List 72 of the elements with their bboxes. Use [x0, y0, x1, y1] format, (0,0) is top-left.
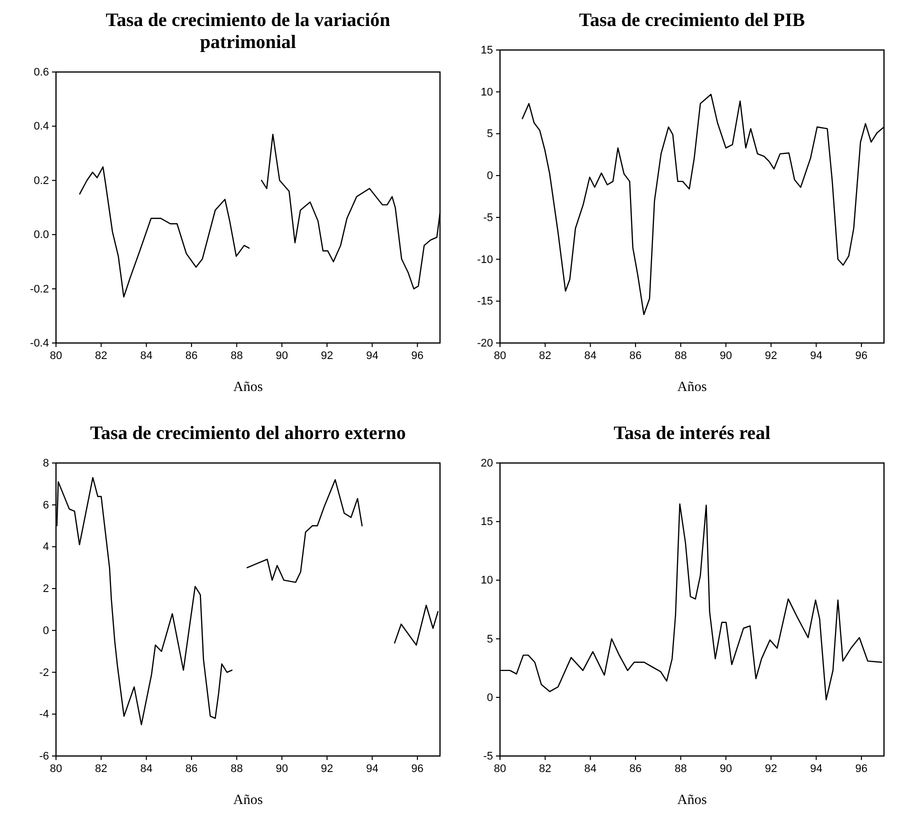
x-tick-label: 94 — [810, 763, 822, 775]
x-tick-label: 80 — [494, 350, 506, 362]
y-tick-label: 2 — [42, 583, 49, 596]
x-tick-label: 92 — [320, 763, 334, 775]
x-tick-label: 82 — [95, 350, 108, 362]
y-tick-label: 15 — [480, 44, 493, 57]
x-tick-label: 90 — [720, 350, 732, 362]
x-tick-label: 96 — [855, 763, 868, 775]
chart-title: Tasa de interés real — [614, 423, 770, 444]
x-tick-label: 90 — [276, 763, 288, 775]
y-tick-label: 0.2 — [34, 174, 49, 187]
y-tick-label: 5 — [486, 633, 493, 646]
x-tick-label: 84 — [140, 350, 152, 362]
x-tick-label: 82 — [539, 763, 552, 775]
x-tick-label: 88 — [230, 350, 243, 362]
y-tick-label: 0.6 — [34, 66, 49, 79]
x-axis-title: Años — [677, 380, 707, 395]
x-tick-label: 80 — [50, 350, 62, 362]
y-tick-label: 15 — [480, 516, 493, 528]
x-tick-label: 80 — [50, 763, 62, 775]
chart-title: Tasa de crecimiento del ahorro externo — [90, 423, 406, 444]
x-tick-label: 96 — [855, 350, 868, 362]
x-tick-label: 80 — [494, 763, 506, 775]
x-axis-title: Años — [233, 793, 263, 808]
x-tick-label: 86 — [185, 350, 198, 362]
x-tick-label: 92 — [764, 350, 778, 362]
y-tick-label: 0 — [486, 170, 493, 182]
y-tick-label: -4 — [39, 708, 49, 721]
y-tick-label: 0 — [486, 692, 493, 704]
x-tick-label: 90 — [276, 350, 288, 362]
x-tick-label: 84 — [584, 350, 596, 362]
y-tick-label: 0.4 — [34, 120, 49, 133]
y-tick-label: -20 — [477, 338, 493, 350]
y-tick-label: -5 — [483, 750, 493, 763]
x-axis-title: Años — [233, 380, 263, 395]
y-tick-label: 20 — [480, 458, 493, 470]
y-tick-label: 4 — [42, 541, 49, 554]
y-tick-label: 6 — [42, 499, 49, 512]
x-axis-title: Años — [677, 793, 707, 808]
x-tick-label: 86 — [185, 763, 198, 775]
chart-title: Tasa de crecimiento de la variación patrimonial — [106, 10, 391, 53]
y-tick-label: 5 — [486, 128, 493, 140]
y-tick-label: -10 — [477, 254, 493, 266]
x-tick-label: 96 — [411, 763, 424, 775]
y-tick-label: -2 — [39, 666, 49, 679]
x-tick-label: 82 — [539, 350, 552, 362]
x-tick-label: 88 — [674, 763, 687, 775]
y-tick-label: -15 — [477, 296, 493, 308]
x-tick-label: 86 — [629, 763, 642, 775]
x-tick-label: 88 — [674, 350, 687, 362]
chart-title: Tasa de crecimiento del PIB — [579, 10, 806, 31]
x-tick-label: 92 — [320, 350, 334, 362]
x-tick-label: 84 — [584, 763, 596, 775]
x-tick-label: 94 — [810, 350, 822, 362]
x-tick-label: 88 — [230, 763, 243, 775]
y-tick-label: -6 — [39, 750, 49, 763]
y-tick-label: -0.2 — [30, 283, 49, 296]
y-tick-label: 0.0 — [34, 229, 49, 242]
y-tick-label: 10 — [480, 86, 493, 98]
y-tick-label: 0 — [42, 624, 49, 637]
y-tick-label: -5 — [483, 212, 493, 224]
y-tick-label: 8 — [42, 458, 49, 470]
y-tick-label: -0.4 — [30, 338, 49, 350]
x-tick-label: 96 — [411, 350, 424, 362]
x-tick-label: 86 — [629, 350, 642, 362]
x-tick-label: 94 — [366, 763, 378, 775]
x-tick-label: 82 — [95, 763, 108, 775]
x-tick-label: 90 — [720, 763, 732, 775]
x-tick-label: 84 — [140, 763, 152, 775]
y-tick-label: 10 — [480, 574, 493, 587]
x-tick-label: 92 — [764, 763, 778, 775]
x-tick-label: 94 — [366, 350, 378, 362]
